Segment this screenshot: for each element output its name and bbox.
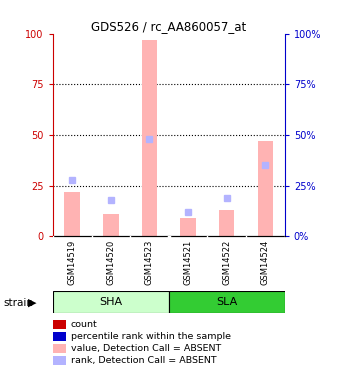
Text: GSM14522: GSM14522: [222, 240, 231, 285]
Text: GSM14521: GSM14521: [183, 240, 193, 285]
Text: SHA: SHA: [99, 297, 122, 307]
Title: GDS526 / rc_AA860057_at: GDS526 / rc_AA860057_at: [91, 20, 247, 33]
Text: count: count: [71, 320, 98, 329]
Bar: [180, 218, 196, 236]
Text: percentile rank within the sample: percentile rank within the sample: [71, 332, 231, 341]
Text: GSM14520: GSM14520: [106, 240, 115, 285]
Bar: [142, 40, 157, 236]
Bar: [53, 291, 169, 313]
Text: rank, Detection Call = ABSENT: rank, Detection Call = ABSENT: [71, 356, 217, 365]
Text: GSM14524: GSM14524: [261, 240, 270, 285]
Bar: [64, 192, 80, 236]
Text: value, Detection Call = ABSENT: value, Detection Call = ABSENT: [71, 344, 221, 353]
Bar: [258, 141, 273, 236]
Text: SLA: SLA: [216, 297, 237, 307]
Text: ▶: ▶: [28, 298, 36, 307]
Text: strain: strain: [3, 298, 33, 307]
Bar: [219, 210, 235, 236]
Text: GSM14519: GSM14519: [68, 240, 77, 285]
Text: GSM14523: GSM14523: [145, 240, 154, 285]
Bar: [103, 214, 119, 236]
Bar: [169, 291, 285, 313]
